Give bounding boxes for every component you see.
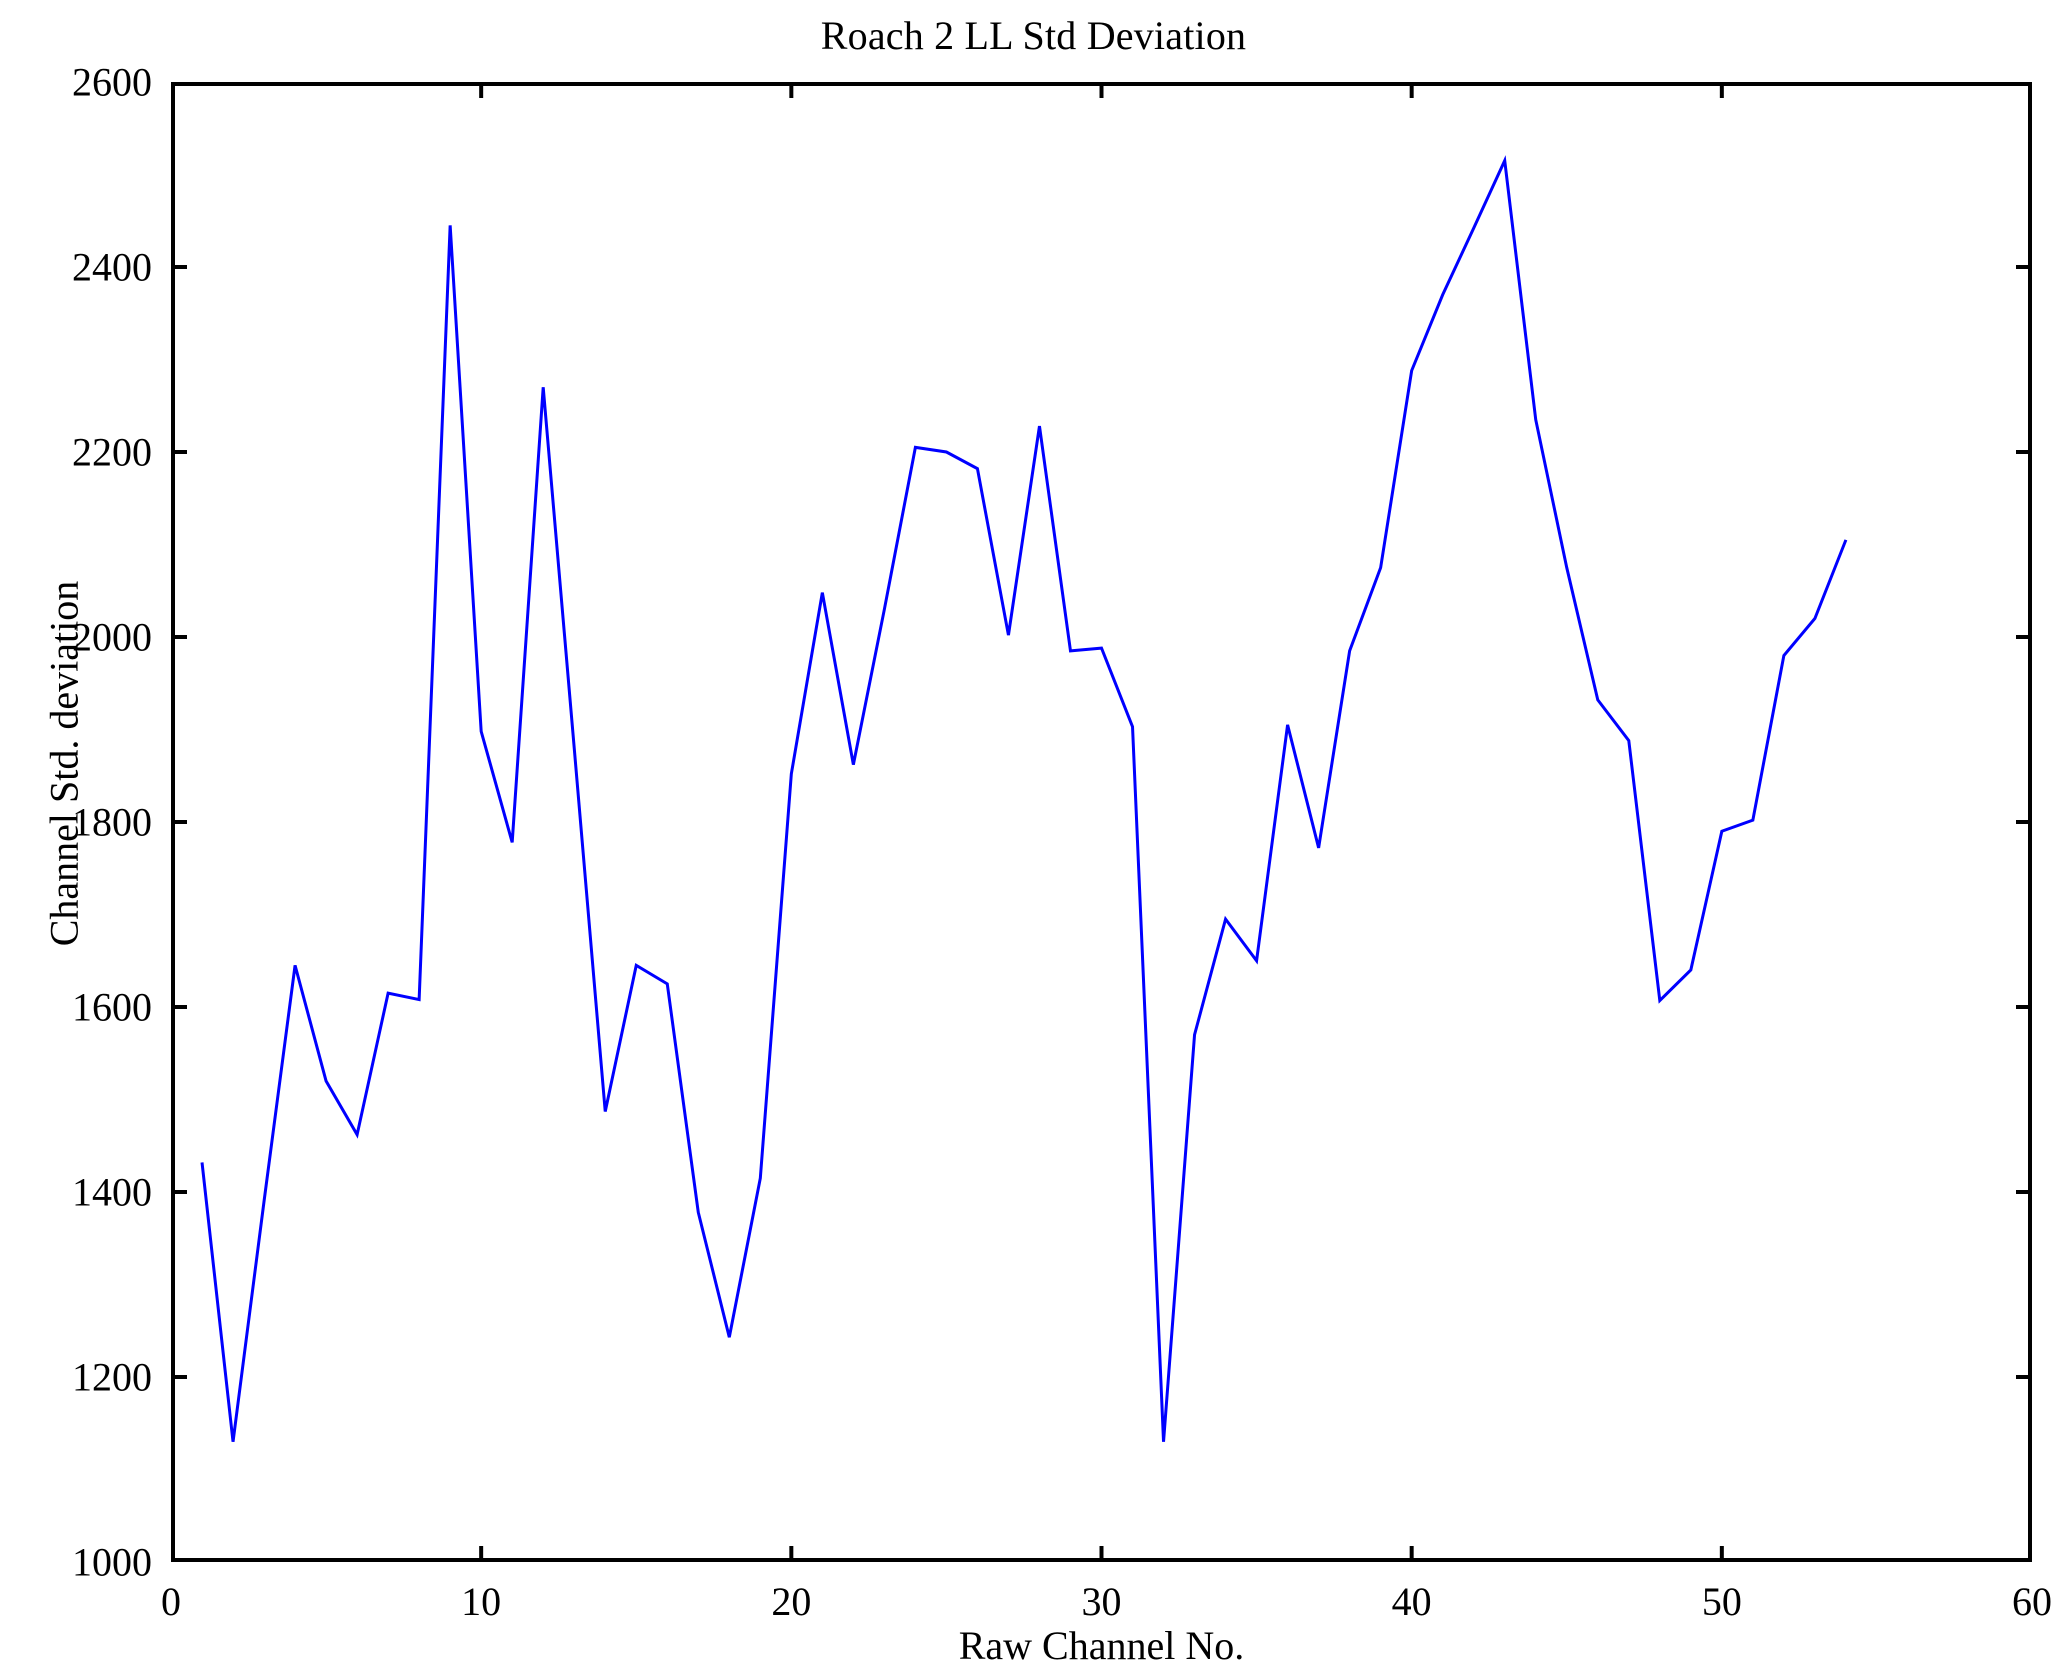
y-tick-label: 2000	[72, 614, 152, 660]
x-tick-label: 40	[1391, 1579, 1432, 1624]
x-tick-label: 60	[2012, 1579, 2052, 1624]
x-tick-label: 50	[1701, 1579, 1742, 1624]
y-tick-label: 1400	[72, 1169, 152, 1215]
x-tick-label: 20	[771, 1579, 812, 1624]
y-tick-label: 1600	[72, 984, 152, 1030]
plot-area-box	[171, 82, 2032, 1562]
x-tick-label: 10	[461, 1579, 502, 1624]
y-tick-label: 2600	[72, 59, 152, 105]
x-axis-label: Raw Channel No.	[958, 1623, 1245, 1668]
y-tick-label: 2400	[72, 244, 152, 290]
y-axis-tick-labels: 1000 1200 1400 1600 1800 2000 2200 2400 2600	[0, 0, 152, 1671]
x-tick-label: 0	[161, 1579, 181, 1624]
y-tick-label: 1200	[72, 1354, 152, 1400]
y-tick-label: 1800	[72, 799, 152, 845]
x-tick-label: 30	[1081, 1579, 1122, 1624]
y-tick-label: 1000	[72, 1539, 152, 1585]
y-tick-label: 2200	[72, 429, 152, 475]
chart-title: Roach 2 LL Std Deviation	[820, 13, 1247, 58]
